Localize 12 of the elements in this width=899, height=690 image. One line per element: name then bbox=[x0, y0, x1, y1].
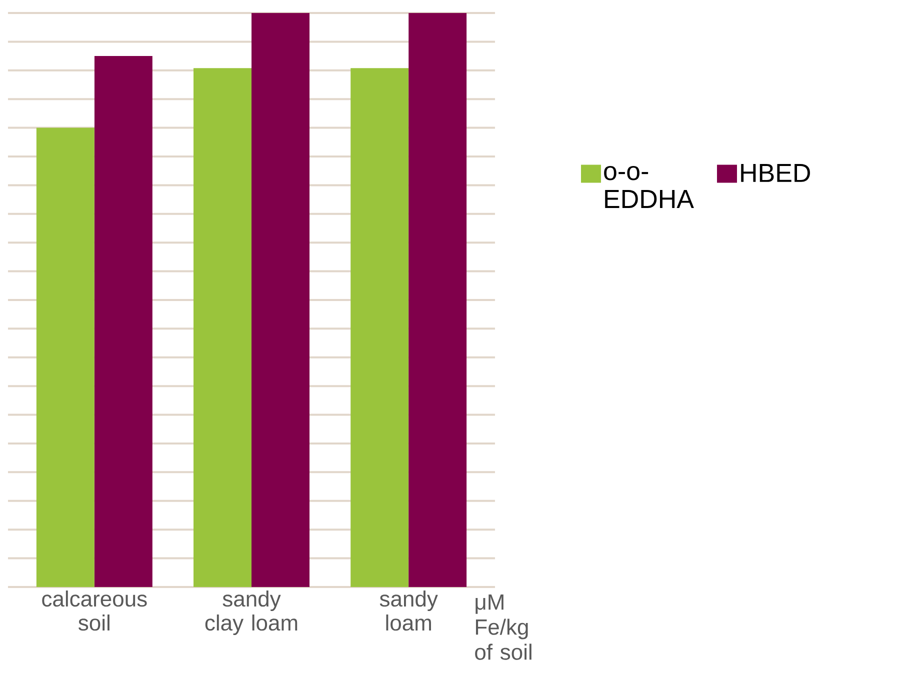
x-tick-label: calcareous soil bbox=[42, 590, 147, 631]
bar bbox=[194, 68, 252, 587]
bar bbox=[94, 56, 152, 587]
legend-label: HBED bbox=[741, 164, 810, 182]
x-axis-title: μM Fe/kg of soil bbox=[475, 594, 532, 660]
x-tick-label: sandy clay loam bbox=[205, 590, 298, 636]
bar bbox=[252, 12, 310, 587]
bar bbox=[36, 128, 94, 587]
bar bbox=[408, 12, 467, 587]
legend-label: o-o-EDDHA bbox=[604, 166, 694, 208]
x-tick-label: sandy loam bbox=[380, 590, 438, 631]
bar bbox=[350, 68, 409, 587]
